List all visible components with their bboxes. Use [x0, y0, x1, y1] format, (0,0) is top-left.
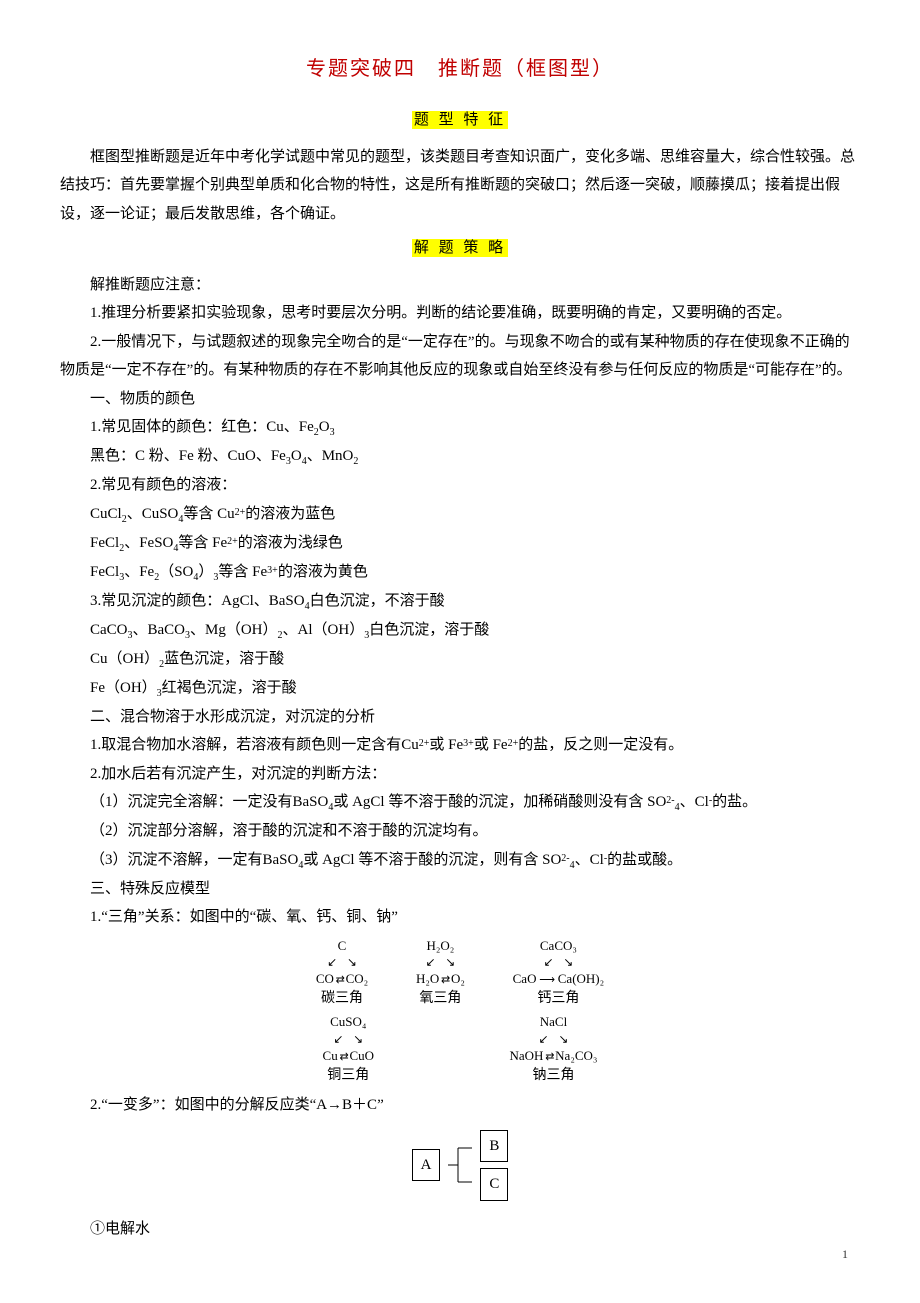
line-triangle-heading: 1.“三角”关系：如图中的“碳、氧、钙、铜、钠”	[60, 903, 860, 932]
line-precip-white-sol: CaCO3、BaCO3、Mg（OH）2、Al（OH）3白色沉淀，溶于酸	[60, 616, 860, 645]
line-solid-black: 黑色：C 粉、Fe 粉、CuO、Fe3O4、MnO2	[60, 442, 860, 471]
line-precip-blue: Cu（OH）2蓝色沉淀，溶于酸	[60, 645, 860, 674]
triangle-diagram-row-2: CuSO₄ CuCuO 铜三角 NaCl NaOHNa₂CO₃ 钠三角	[60, 1014, 860, 1085]
page-title: 专题突破四 推断题（框图型）	[60, 50, 860, 88]
paragraph-note: 解推断题应注意：	[60, 271, 860, 300]
highlight-tixing: 题 型 特 征	[412, 111, 508, 129]
highlight-jietice: 解 题 策 略	[412, 239, 508, 257]
paragraph-rule-1: 1.推理分析要紧扣实验现象，思考时要层次分明。判断的结论要准确，既要明确的肯定，…	[60, 299, 860, 328]
section-header-2: 解 题 策 略	[60, 234, 860, 263]
line-cu-blue: CuCl2、CuSO4等含 Cu2+的溶液为蓝色	[60, 500, 860, 529]
bracket-icon	[446, 1138, 474, 1192]
paragraph-rule-2: 2.一般情况下，与试题叙述的现象完全吻合的是“一定存在”的。与现象不吻合的或有某…	[60, 328, 860, 385]
box-a: A	[412, 1149, 441, 1182]
line-mix-2-1: （1）沉淀完全溶解：一定没有BaSO4或 AgCl 等不溶于酸的沉淀，加稀硝酸则…	[60, 788, 860, 817]
line-fe2-green: FeCl2、FeSO4等含 Fe2+的溶液为浅绿色	[60, 529, 860, 558]
oxygen-triangle: H₂O₂ H₂OO₂ 氧三角	[416, 938, 465, 1009]
line-soln-heading: 2.常见有颜色的溶液：	[60, 471, 860, 500]
paragraph-intro: 框图型推断题是近年中考化学试题中常见的题型，该类题目考查知识面广，变化多端、思维…	[60, 143, 860, 229]
line-fe3-yellow: FeCl3、Fe2（SO4）3等含 Fe3+的溶液为黄色	[60, 558, 860, 587]
section-2-heading: 二、混合物溶于水形成沉淀，对沉淀的分析	[60, 703, 860, 732]
copper-triangle: CuSO₄ CuCuO 铜三角	[323, 1014, 374, 1085]
line-precip-redbrown: Fe（OH）3红褐色沉淀，溶于酸	[60, 674, 860, 703]
section-1-heading: 一、物质的颜色	[60, 385, 860, 414]
sodium-triangle: NaCl NaOHNa₂CO₃ 钠三角	[510, 1014, 598, 1085]
line-mix-1: 1.取混合物加水溶解，若溶液有颜色则一定含有Cu2+或 Fe3+或 Fe2+的盐…	[60, 731, 860, 760]
line-mix-2: 2.加水后若有沉淀产生，对沉淀的判断方法：	[60, 760, 860, 789]
line-electrolysis: ①电解水	[60, 1215, 860, 1244]
line-precip-white-insol: 3.常见沉淀的颜色：AgCl、BaSO4白色沉淀，不溶于酸	[60, 587, 860, 616]
section-header-1: 题 型 特 征	[60, 106, 860, 135]
page-number: 1	[842, 1243, 848, 1266]
box-c: C	[480, 1168, 508, 1201]
line-mix-2-3: （3）沉淀不溶解，一定有BaSO4或 AgCl 等不溶于酸的沉淀，则有含 SO2…	[60, 846, 860, 875]
carbon-triangle: C COCO₂ 碳三角	[316, 938, 368, 1009]
section-3-heading: 三、特殊反应模型	[60, 875, 860, 904]
line-mix-2-2: （2）沉淀部分溶解，溶于酸的沉淀和不溶于酸的沉淀均有。	[60, 817, 860, 846]
triangle-diagram-row-1: C COCO₂ 碳三角 H₂O₂ H₂OO₂ 氧三角 CaCO₃ CaOCa(O…	[60, 938, 860, 1009]
line-decompose-heading: 2.“一变多”：如图中的分解反应类“A→B＋C”	[60, 1091, 860, 1120]
box-b: B	[480, 1130, 508, 1163]
line-solid-red: 1.常见固体的颜色：红色：Cu、Fe2O3	[60, 413, 860, 442]
calcium-triangle: CaCO₃ CaOCa(OH)₂ 钙三角	[513, 938, 605, 1009]
abc-diagram: A B C	[60, 1130, 860, 1201]
